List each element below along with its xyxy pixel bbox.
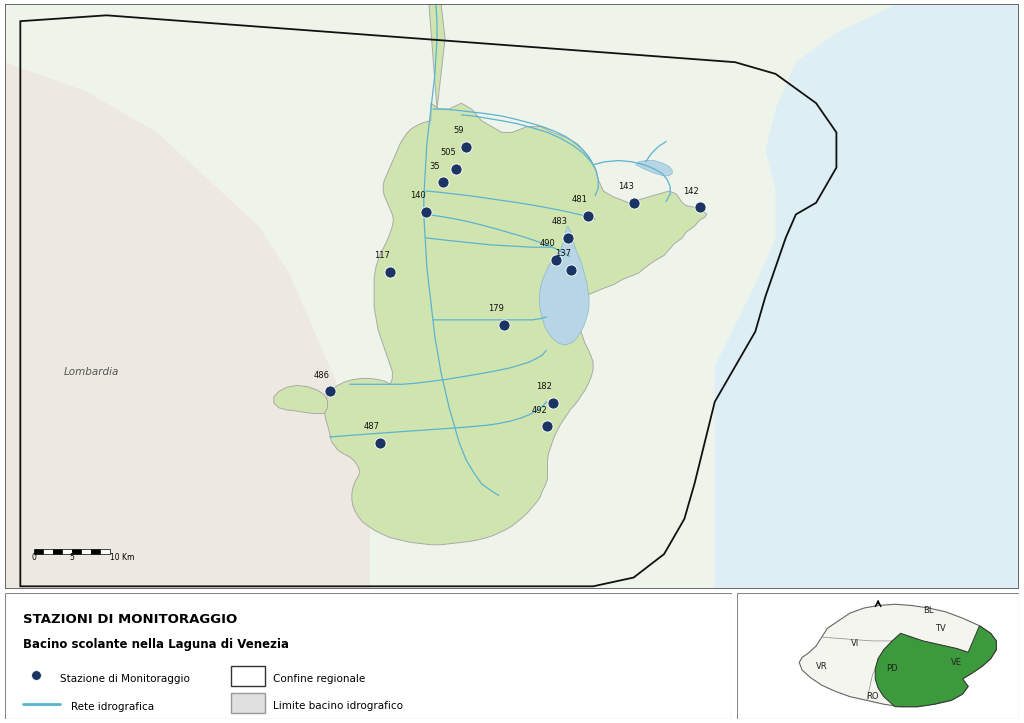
Text: BL: BL [924, 606, 934, 615]
Text: Lombardia: Lombardia [63, 367, 119, 377]
Text: 142: 142 [684, 187, 699, 196]
Text: 59: 59 [453, 127, 464, 135]
Bar [230, 693, 265, 713]
Text: 117: 117 [375, 251, 390, 260]
Bar [230, 667, 265, 687]
Bar [90, 549, 100, 554]
Bar [52, 549, 62, 554]
Text: 487: 487 [365, 422, 380, 431]
Polygon shape [540, 226, 589, 344]
Polygon shape [636, 161, 672, 176]
Text: STAZIONI DI MONITORAGGIO: STAZIONI DI MONITORAGGIO [24, 613, 238, 626]
Text: 143: 143 [617, 182, 634, 191]
Text: 505: 505 [440, 148, 456, 157]
Text: 137: 137 [555, 249, 570, 258]
Bar [100, 549, 110, 554]
Bar [43, 549, 52, 554]
Text: VE: VE [951, 658, 963, 667]
Text: 10 Km: 10 Km [110, 553, 134, 562]
Bar [81, 549, 90, 554]
Text: 486: 486 [313, 371, 330, 380]
Text: 35: 35 [430, 161, 440, 171]
Bar [62, 549, 72, 554]
Text: 182: 182 [537, 382, 552, 391]
Polygon shape [5, 62, 370, 589]
Text: Limite bacino idrografico: Limite bacino idrografico [272, 701, 402, 711]
Text: 492: 492 [531, 406, 547, 415]
Polygon shape [876, 626, 996, 707]
Text: VR: VR [816, 662, 827, 671]
Text: 481: 481 [572, 195, 588, 204]
Polygon shape [715, 4, 1019, 589]
Text: 179: 179 [487, 304, 504, 313]
Text: 5: 5 [69, 553, 74, 562]
Text: 483: 483 [552, 217, 567, 226]
Bar [72, 549, 81, 554]
Text: Stazione di Monitoraggio: Stazione di Monitoraggio [59, 674, 189, 684]
Text: VI: VI [851, 639, 860, 648]
Text: 140: 140 [410, 191, 426, 200]
Text: Confine regionale: Confine regionale [272, 674, 365, 684]
Text: Bacino scolante nella Laguna di Venezia: Bacino scolante nella Laguna di Venezia [24, 638, 290, 651]
Text: RO: RO [866, 692, 879, 701]
Text: PD: PD [887, 664, 898, 673]
Bar [34, 549, 43, 554]
Polygon shape [273, 385, 328, 414]
Polygon shape [799, 604, 996, 707]
Text: 0: 0 [31, 553, 36, 562]
Polygon shape [325, 103, 707, 544]
Polygon shape [426, 4, 445, 109]
Text: 0  5   10 Km: 0 5 10 Km [34, 536, 80, 546]
Text: Rete idrografica: Rete idrografica [71, 702, 154, 712]
Text: 490: 490 [540, 239, 555, 249]
Text: TV: TV [935, 624, 945, 633]
